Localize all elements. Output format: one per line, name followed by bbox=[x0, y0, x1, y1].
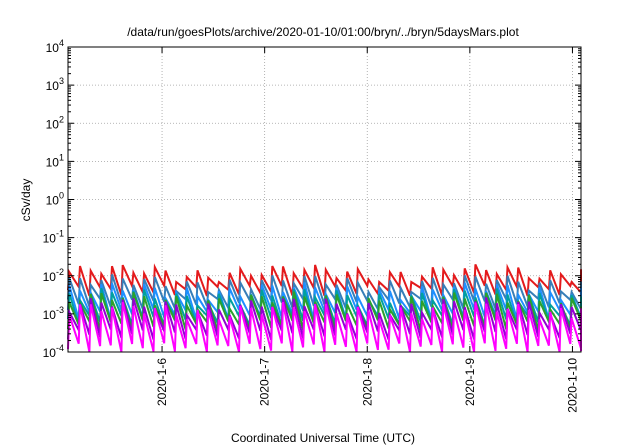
y-tick-label: 10-1 bbox=[43, 229, 64, 246]
y-tick-label: 10-4 bbox=[43, 343, 64, 360]
data-series bbox=[67, 263, 582, 353]
x-tick-label: 2020-1-9 bbox=[463, 358, 477, 406]
y-tick-label: 100 bbox=[46, 191, 64, 208]
y-axis-label: cSv/day bbox=[19, 179, 33, 222]
x-tick-label: 2020-1-8 bbox=[360, 358, 374, 406]
x-tick-label: 2020-1-7 bbox=[258, 358, 272, 406]
y-tick-label: 103 bbox=[46, 76, 64, 93]
y-tick-label: 102 bbox=[46, 114, 64, 131]
x-tick-labels: 2020-1-6 2020-1-7 2020-1-8 2020-1-9 2020-1-1… bbox=[155, 358, 579, 413]
x-tick-label: 2020-1-6 bbox=[155, 358, 169, 406]
y-tick-label: 10-2 bbox=[43, 267, 64, 284]
axis-ticks bbox=[68, 46, 581, 353]
y-tick-label: 101 bbox=[46, 152, 64, 169]
series-line bbox=[67, 301, 582, 353]
x-tick-label: 2020-1-10 bbox=[565, 358, 579, 413]
chart-title: /data/run/goesPlots/archive/2020-01-10/0… bbox=[127, 25, 519, 39]
x-axis-label: Coordinated Universal Time (UTC) bbox=[231, 431, 415, 445]
y-tick-labels: 10-4 10-3 10-2 10-1 100 101 102 103 104 bbox=[43, 38, 64, 360]
y-tick-label: 104 bbox=[46, 38, 64, 55]
y-tick-label: 10-3 bbox=[43, 305, 64, 322]
